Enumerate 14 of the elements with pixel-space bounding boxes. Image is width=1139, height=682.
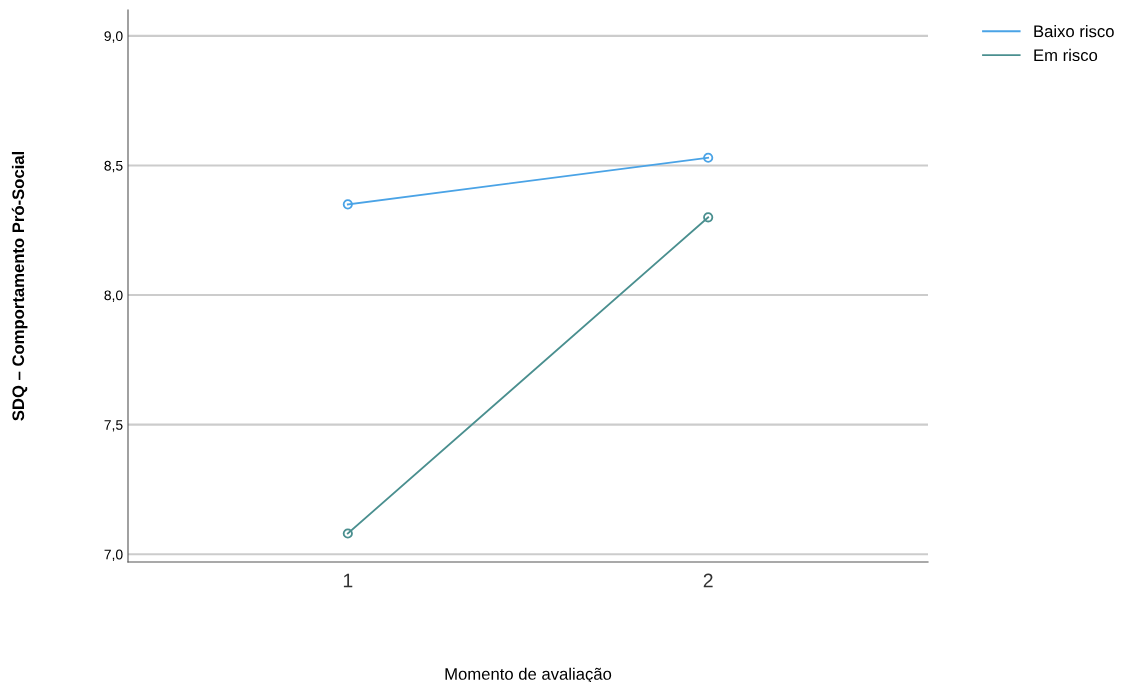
y-tick-label: 9,0 <box>104 31 123 43</box>
y-tick-label: 8,5 <box>104 160 123 173</box>
point <box>342 528 353 539</box>
y-tick-label: 8,0 <box>104 290 123 302</box>
legend-label: Baixo risco <box>1034 25 1114 38</box>
x-tick-label: 2 <box>703 573 713 588</box>
point <box>703 212 714 223</box>
point <box>703 152 714 163</box>
point <box>342 199 353 210</box>
y-axis-title: SDQ – Comportamento Pró-Social <box>11 151 28 421</box>
y-tick-label: 7,5 <box>104 420 123 432</box>
legend-label: Em risco <box>1034 48 1098 62</box>
y-tick-label: 7,0 <box>104 549 123 562</box>
x-tick-label: 1 <box>343 573 353 588</box>
